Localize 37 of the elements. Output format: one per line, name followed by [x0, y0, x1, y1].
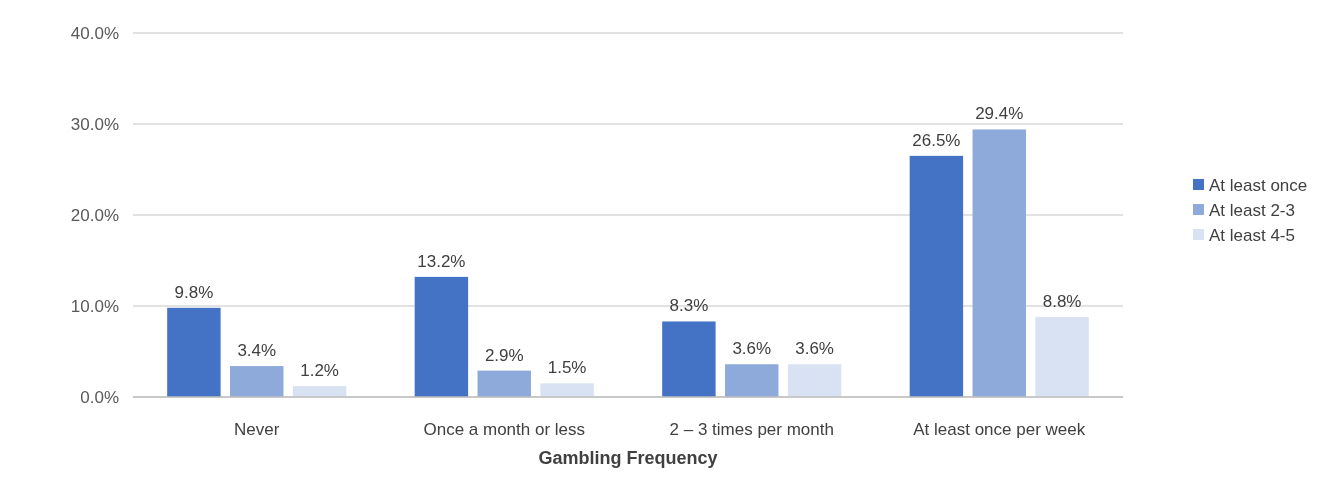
x-tick-label: Never — [234, 420, 280, 439]
data-label: 3.4% — [237, 341, 277, 361]
data-label: 1.2% — [300, 361, 339, 381]
bar — [1035, 316, 1089, 397]
x-tick-label: 2 – 3 times per month — [669, 420, 834, 439]
bar — [540, 383, 594, 397]
y-tick-label: 40.0% — [70, 23, 119, 43]
y-tick-label: 30.0% — [70, 114, 119, 134]
bar — [477, 370, 531, 397]
y-tick-label: 10.0% — [70, 296, 119, 316]
data-label: 3.6% — [732, 339, 772, 359]
data-label: 8.3% — [669, 296, 709, 316]
bar — [167, 307, 221, 397]
x-tick-label: Once a month or less — [423, 420, 586, 439]
data-label: 2.9% — [484, 345, 524, 365]
bar — [230, 366, 284, 397]
y-tick-label: 0.0% — [80, 387, 119, 407]
bar — [909, 155, 964, 397]
bar — [662, 321, 716, 397]
legend-label: At least 4-5 — [1209, 225, 1295, 245]
bar — [292, 386, 347, 397]
data-label: 9.8% — [174, 282, 214, 302]
data-label: 3.6% — [795, 339, 834, 359]
bar — [725, 364, 779, 397]
bar — [972, 129, 1026, 397]
data-label: 29.4% — [975, 104, 1024, 124]
y-tick-label: 20.0% — [70, 205, 119, 225]
x-axis-title: Gambling Frequency — [538, 448, 718, 468]
data-label: 26.5% — [912, 130, 961, 150]
bar — [787, 364, 842, 397]
x-tick-label: At least once per week — [913, 420, 1086, 439]
data-label: 8.8% — [1042, 291, 1082, 311]
legend-label: At least once — [1209, 175, 1308, 195]
legend-label: At least 2-3 — [1209, 200, 1295, 220]
bar — [414, 276, 469, 397]
data-label: 13.2% — [417, 251, 466, 271]
data-label: 1.5% — [547, 358, 587, 378]
